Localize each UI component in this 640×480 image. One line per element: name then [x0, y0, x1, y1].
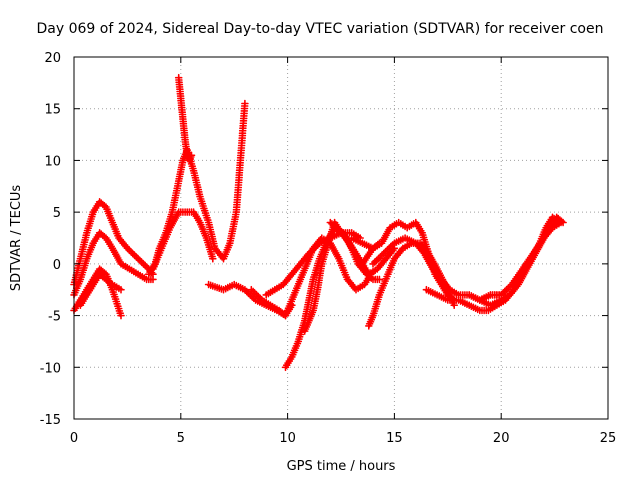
data-point-marker: [117, 285, 125, 294]
y-tick-label: 15: [44, 103, 61, 118]
x-tick-label: 20: [493, 431, 510, 446]
data-point-marker: [281, 311, 290, 320]
plot-frame: [73, 56, 609, 420]
x-tick-label: 10: [279, 431, 296, 446]
data-point-marker: [559, 218, 567, 227]
y-tick-label: -5: [48, 310, 61, 325]
y-tick-label: 0: [53, 258, 61, 273]
data-point-marker: [241, 99, 249, 108]
x-axis-label: GPS time / hours: [287, 459, 396, 474]
y-tick-label: 10: [44, 154, 61, 169]
chart-series-layer: [70, 73, 567, 372]
x-tick-label: 25: [600, 431, 617, 446]
chart-ticks: 0 5 10 15 20 25 -15 -10 -5 0 5 10 15 20: [40, 51, 617, 446]
x-tick-label: 0: [70, 431, 78, 446]
x-tick-label: 5: [177, 431, 185, 446]
y-tick-label: -10: [40, 361, 61, 376]
data-point-marker: [117, 311, 125, 320]
y-axis-label: SDTVAR / TECUs: [9, 185, 24, 292]
data-point-marker: [149, 275, 157, 284]
chart-title: Day 069 of 2024, Sidereal Day-to-day VTE…: [37, 21, 604, 37]
x-tick-label: 15: [386, 431, 403, 446]
y-tick-label: 20: [44, 51, 61, 66]
data-point-marker: [375, 275, 384, 284]
y-tick-label: 5: [53, 206, 61, 221]
y-tick-label: -15: [40, 413, 61, 428]
data-point-marker: [187, 151, 196, 160]
chart-grid: [74, 57, 608, 419]
data-point-marker: [209, 254, 217, 263]
